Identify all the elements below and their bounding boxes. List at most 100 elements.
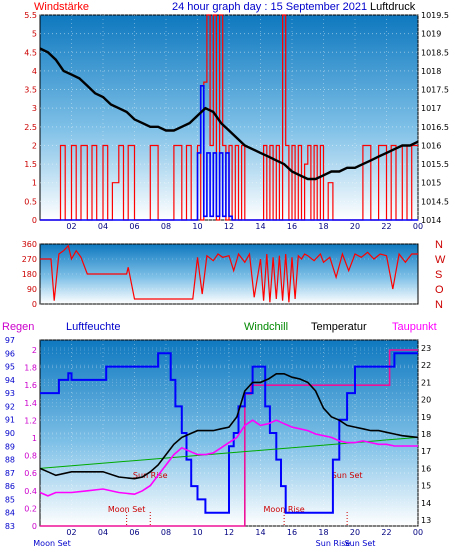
header-right-label: Luftdruck [370,1,416,13]
x-tick-label: 02 [66,222,76,231]
bottom-event-label: Sun Rise [316,539,351,548]
y-tick-label: 83 [5,522,15,531]
y-tick-label: 89 [5,442,15,451]
y-tick-label: 360 [22,240,37,249]
x-tick-label: 18 [318,222,328,231]
x-tick-label: 12 [224,222,234,231]
y-tick-label: 1018.5 [421,48,449,57]
y-tick-label: 0 [32,216,37,225]
y-tick-label: 180 [22,270,37,279]
y-tick-label: 0.2 [24,504,37,513]
header-title: 24 hour graph day : 15 September 2021 [172,1,367,13]
y-tick-label: 3.5 [24,86,37,95]
series-temperature [39,372,419,480]
y-tick-label: 18 [421,430,431,439]
x-tick-label: 22 [381,528,391,537]
y-tick-label: 84 [5,509,15,518]
temperature-label: Temperatur [311,321,367,333]
series-rain [40,349,418,527]
x-tick-label: 06 [129,528,139,537]
x-tick-label: 16 [287,222,297,231]
y-tick-label: 2.5 [24,123,37,132]
y-tick-label: 90 [5,429,15,438]
y-tick-label: 270 [22,255,37,264]
y-tick-label: 1.6 [24,381,37,390]
rain-label: Regen [2,321,34,333]
y-tick-label: 1016 [421,141,441,150]
y-tick-label: 1019 [421,30,441,39]
x-tick-label: 20 [350,528,360,537]
y-tick-label: 1 [32,434,37,443]
x-tick-label: 14 [255,222,265,231]
y-tick-label: 88 [5,456,15,465]
y-tick-label: 1017 [421,104,441,113]
y-tick-label: 22 [421,361,431,370]
y-tick-label: 85 [5,495,15,504]
y-tick-label: 15 [421,482,431,491]
y-tick-label: 97 [5,336,15,345]
series-wind-speed [40,14,418,221]
y-tick-label: 92 [5,402,15,411]
y-tick-label: 96 [5,349,15,358]
compass-label: N [435,299,443,311]
y-tick-label: 0.8 [24,452,37,461]
y-tick-label: 1015 [421,179,441,188]
event-label: Sun Set [332,471,363,480]
x-tick-label: 20 [350,222,360,231]
y-tick-label: 4 [32,67,37,76]
y-tick-label: 1018 [421,67,441,76]
x-tick-label: 06 [129,222,139,231]
y-tick-label: 23 [421,344,431,353]
bottom-event-label: Sun Set [345,539,376,548]
series-dewpoint [39,419,418,497]
y-tick-label: 1014 [421,216,441,225]
y-tick-label: 0.6 [24,469,37,478]
x-tick-label: 10 [192,222,202,231]
y-tick-label: 95 [5,363,15,372]
y-tick-label: 1019.5 [421,11,449,20]
y-tick-label: 19 [421,413,431,422]
x-tick-label: 08 [161,222,171,231]
y-tick-label: 17 [421,447,431,456]
y-tick-label: 1.4 [24,399,37,408]
x-tick-label: 18 [318,528,328,537]
y-tick-label: 87 [5,469,15,478]
dewpoint-label: Taupunkt [392,321,437,333]
y-tick-label: 1017.5 [421,86,449,95]
y-tick-label: 5 [32,30,37,39]
y-tick-label: 1 [32,179,37,188]
y-tick-label: 0 [32,522,37,531]
x-tick-label: 04 [98,528,108,537]
humidity-label: Luftfeuchte [66,321,120,333]
y-tick-label: 90 [27,285,37,294]
x-tick-label: 14 [255,528,265,537]
compass-label: O [435,284,444,296]
y-tick-label: 1014.5 [421,197,449,206]
y-tick-label: 0.5 [24,197,37,206]
y-tick-label: 94 [5,376,15,385]
series-wind-direction [40,244,418,303]
x-tick-label: 08 [161,528,171,537]
y-tick-label: 20 [421,396,431,405]
compass-label: W [435,254,446,266]
y-tick-label: 21 [421,378,431,387]
y-tick-label: 5.5 [24,11,37,20]
x-tick-label: 16 [287,528,297,537]
y-tick-label: 4.5 [24,48,37,57]
y-tick-label: 1.5 [24,160,37,169]
series-humidity [40,352,418,514]
x-tick-label: 00 [413,528,423,537]
y-tick-label: 93 [5,389,15,398]
compass-label: S [435,269,442,281]
x-tick-label: 02 [66,528,76,537]
wind-pressure-panel: 02 04 06 08 10 12 14 16 18 20 22 005.554.543.532.52… [24,11,449,231]
y-tick-label: 14 [421,499,431,508]
y-tick-label: 3 [32,104,37,113]
windchill-label: Windchill [244,321,288,333]
x-tick-label: 00 [413,222,423,231]
event-label: Moon Set [108,505,145,514]
y-tick-label: 16 [421,464,431,473]
y-tick-label: 1015.5 [421,160,449,169]
